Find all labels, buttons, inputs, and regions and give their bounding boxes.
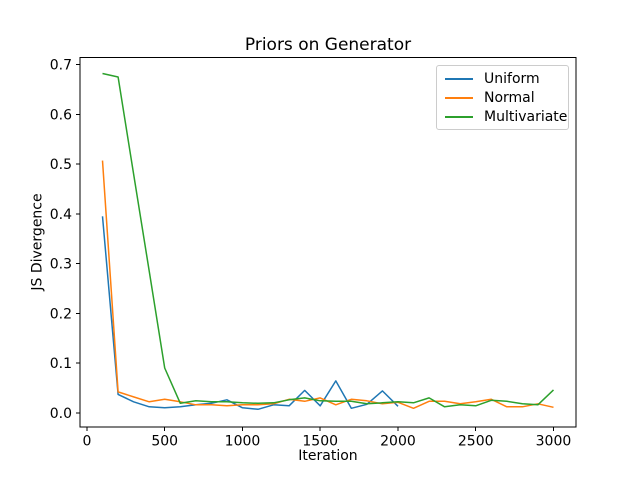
y-axis-tick-label: 0.1	[50, 356, 72, 372]
legend-entry-normal: Normal	[437, 90, 568, 106]
y-axis-tick-label: 0.7	[50, 58, 72, 74]
legend-line-sample-uniform	[445, 77, 473, 80]
x-axis-tick-label: 3000	[536, 434, 572, 450]
legend-line-sample-multivariate	[445, 115, 473, 118]
legend-entry-multivariate: Multivariate	[437, 109, 568, 125]
y-axis-tick-label: 0.5	[50, 157, 72, 173]
x-axis-tick-label: 0	[83, 434, 92, 450]
series-line-normal	[101, 160, 554, 410]
x-axis-label: Iteration	[298, 448, 358, 464]
legend-entry-uniform: Uniform	[437, 71, 568, 87]
x-axis-tick-label: 1000	[225, 434, 261, 450]
series-line-uniform	[101, 216, 399, 411]
series-line-multivariate	[102, 72, 555, 408]
legend-label-multivariate: Multivariate	[484, 108, 568, 125]
y-axis-tick-label: 0.3	[50, 257, 72, 273]
chart-title: Priors on Generator	[244, 35, 412, 55]
y-axis-tick-label: 0.2	[50, 306, 72, 322]
y-axis-tick-label: 0.0	[50, 406, 72, 422]
plot-border	[79, 57, 577, 428]
x-axis-tick-label: 500	[151, 434, 178, 450]
legend-label-uniform: Uniform	[484, 70, 540, 87]
x-axis-tick-label: 2000	[380, 434, 416, 450]
y-axis-tick-label: 0.6	[50, 107, 72, 123]
legend: Uniform Normal Multivariate	[436, 65, 569, 130]
x-axis-tick-label: 1500	[302, 434, 338, 450]
legend-line-sample-normal	[445, 96, 473, 99]
x-axis-tick-label: 2500	[458, 434, 494, 450]
legend-label-normal: Normal	[484, 89, 535, 106]
y-axis-label: JS Divergence	[29, 193, 46, 291]
y-axis-tick-label: 0.4	[50, 207, 72, 223]
